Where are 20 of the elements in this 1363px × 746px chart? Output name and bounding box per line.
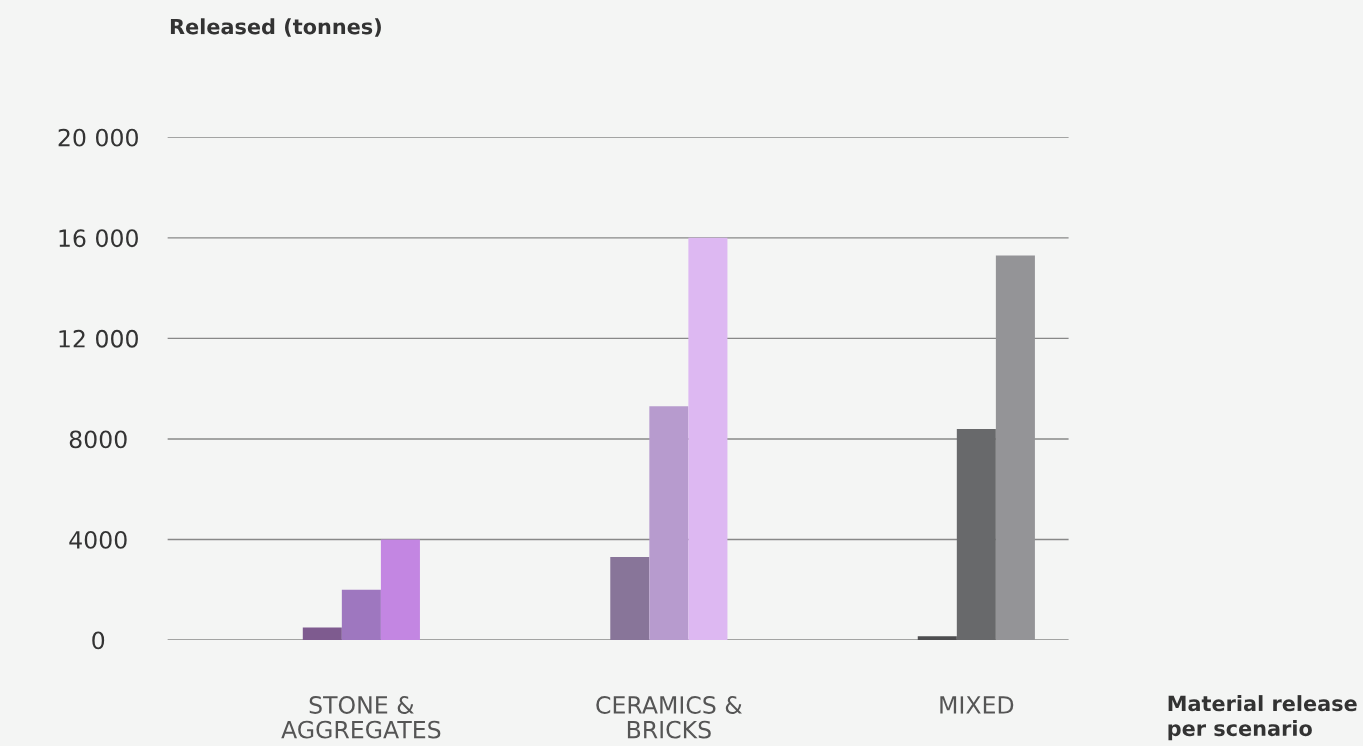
bar [302, 627, 342, 641]
x-tick-label: MIXED [940, 696, 1014, 714]
y-tick-label: 0 [92, 631, 105, 650]
bar [649, 406, 689, 641]
y-axis-title: Released (tonnes) [170, 18, 381, 37]
bar [610, 557, 650, 641]
x-axis-title: Material release per scenario [1168, 695, 1357, 741]
y-tick-label: 4000 [69, 530, 127, 549]
bar [917, 636, 957, 641]
bar [995, 255, 1035, 641]
bar [341, 589, 381, 641]
y-tick-label: 12 000 [59, 329, 138, 348]
y-tick-label: 16 000 [59, 229, 138, 248]
x-tick-label: CERAMICS & BRICKS [596, 696, 742, 739]
bar [688, 237, 728, 641]
y-tick-label: 8000 [69, 430, 127, 449]
x-tick-label: STONE & AGGREGATES [281, 696, 441, 739]
y-tick-label: 20 000 [58, 128, 138, 147]
bar [380, 539, 420, 641]
bar [956, 428, 996, 641]
